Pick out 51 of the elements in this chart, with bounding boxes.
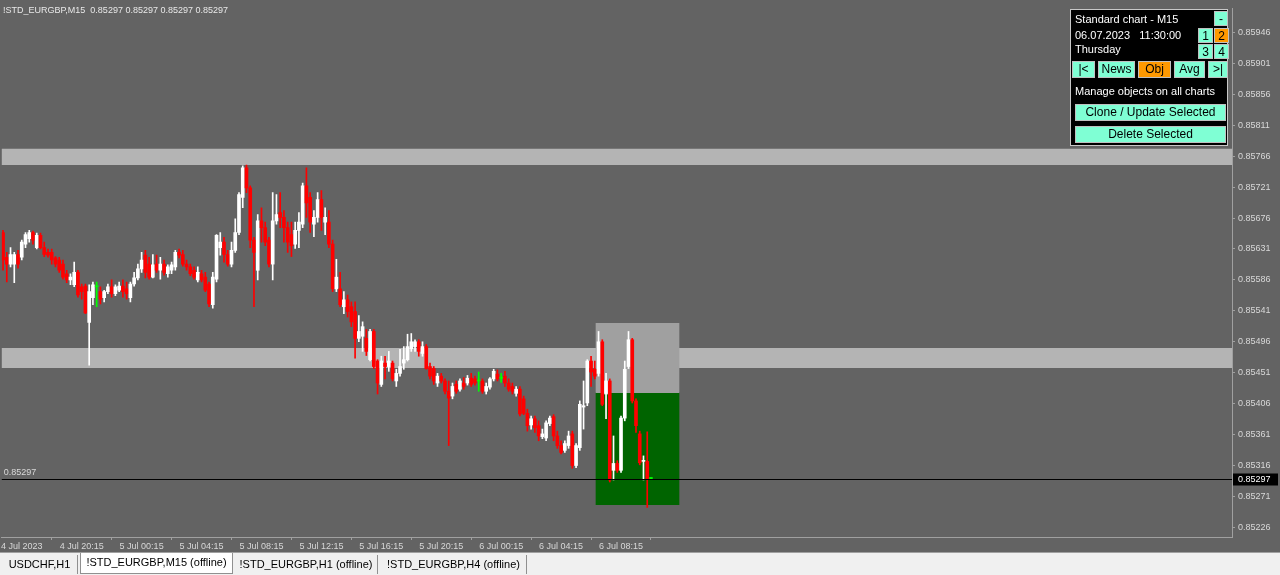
annotation: Delete Selected bbox=[1075, 126, 1226, 143]
x-tick-label: 5 Jul 20:15 bbox=[419, 540, 464, 551]
x-tick-label: 4 Jul 2023 bbox=[0, 540, 43, 551]
y-tick-label: 0.85676 bbox=[1238, 212, 1271, 223]
annotation: 1 bbox=[1198, 28, 1213, 43]
y-tick-label: 0.85316 bbox=[1238, 460, 1271, 470]
annotation: Avg bbox=[1174, 61, 1205, 78]
y-tick-label: 0.85541 bbox=[1238, 305, 1271, 316]
ref-line-label: 0.85297 bbox=[3, 467, 37, 478]
text: !STD_EURGBP,M15 (offline) bbox=[80, 553, 233, 574]
y-tick-label: 0.85496 bbox=[1238, 336, 1271, 347]
annotation: |< bbox=[1072, 61, 1095, 78]
annotation: 06.07.2023 11:30:00 bbox=[1075, 29, 1183, 43]
x-tick-label: 4 Jul 20:15 bbox=[59, 540, 104, 551]
y-tick-label: 0.85451 bbox=[1238, 367, 1271, 378]
x-tick-label: 5 Jul 16:15 bbox=[359, 540, 404, 551]
y-tick-label: 0.85586 bbox=[1238, 274, 1271, 285]
y-tick-label: 0.85856 bbox=[1238, 88, 1271, 99]
annotation: 2 bbox=[1214, 28, 1229, 43]
x-tick-label: 6 Jul 08:15 bbox=[598, 540, 644, 551]
x-tick-label: 6 Jul 00:15 bbox=[479, 540, 524, 551]
annotation: Thursday bbox=[1075, 43, 1122, 57]
annotation: - bbox=[1214, 11, 1228, 26]
annotation: 4 bbox=[1214, 44, 1229, 59]
x-tick-label: 5 Jul 12:15 bbox=[299, 540, 344, 551]
x-tick-label: 5 Jul 00:15 bbox=[119, 540, 164, 551]
y-tick-label: 0.85721 bbox=[1238, 181, 1271, 192]
annotation: Obj bbox=[1138, 61, 1171, 78]
y-tick-label: 0.85631 bbox=[1238, 243, 1271, 254]
chart-title: !STD_EURGBP,M15 0.85297 0.85297 0.85297 0.85297 bbox=[3, 5, 228, 15]
text: USDCHF,H1 bbox=[2, 555, 78, 574]
annotation: Manage objects on all charts bbox=[1075, 85, 1217, 99]
x-tick-label: 5 Jul 08:15 bbox=[239, 540, 284, 551]
y-tick-label: 0.85946 bbox=[1238, 26, 1271, 37]
annotation: >| bbox=[1208, 61, 1228, 78]
x-tick-label: 5 Jul 04:15 bbox=[179, 540, 224, 551]
y-tick-label: 0.85406 bbox=[1238, 398, 1271, 409]
y-tick-label: 0.85226 bbox=[1238, 521, 1271, 532]
annotation: Standard chart - M15 bbox=[1075, 13, 1180, 27]
text: 0.85297 bbox=[1238, 473, 1271, 484]
y-tick-label: 0.85811 bbox=[1238, 119, 1270, 130]
text: !STD_EURGBP,H1 (offline) bbox=[235, 555, 378, 574]
annotation: 3 bbox=[1198, 44, 1213, 59]
y-tick-label: 0.85271 bbox=[1238, 490, 1271, 501]
x-tick-label: 6 Jul 04:15 bbox=[539, 540, 584, 551]
y-tick-label: 0.85361 bbox=[1238, 429, 1271, 440]
text: !STD_EURGBP,H4 (offline) bbox=[381, 555, 527, 574]
annotation: Clone / Update Selected bbox=[1075, 104, 1226, 121]
annotation: News bbox=[1098, 61, 1135, 78]
y-tick-label: 0.85766 bbox=[1238, 150, 1271, 161]
y-tick-label: 0.85901 bbox=[1238, 57, 1271, 68]
